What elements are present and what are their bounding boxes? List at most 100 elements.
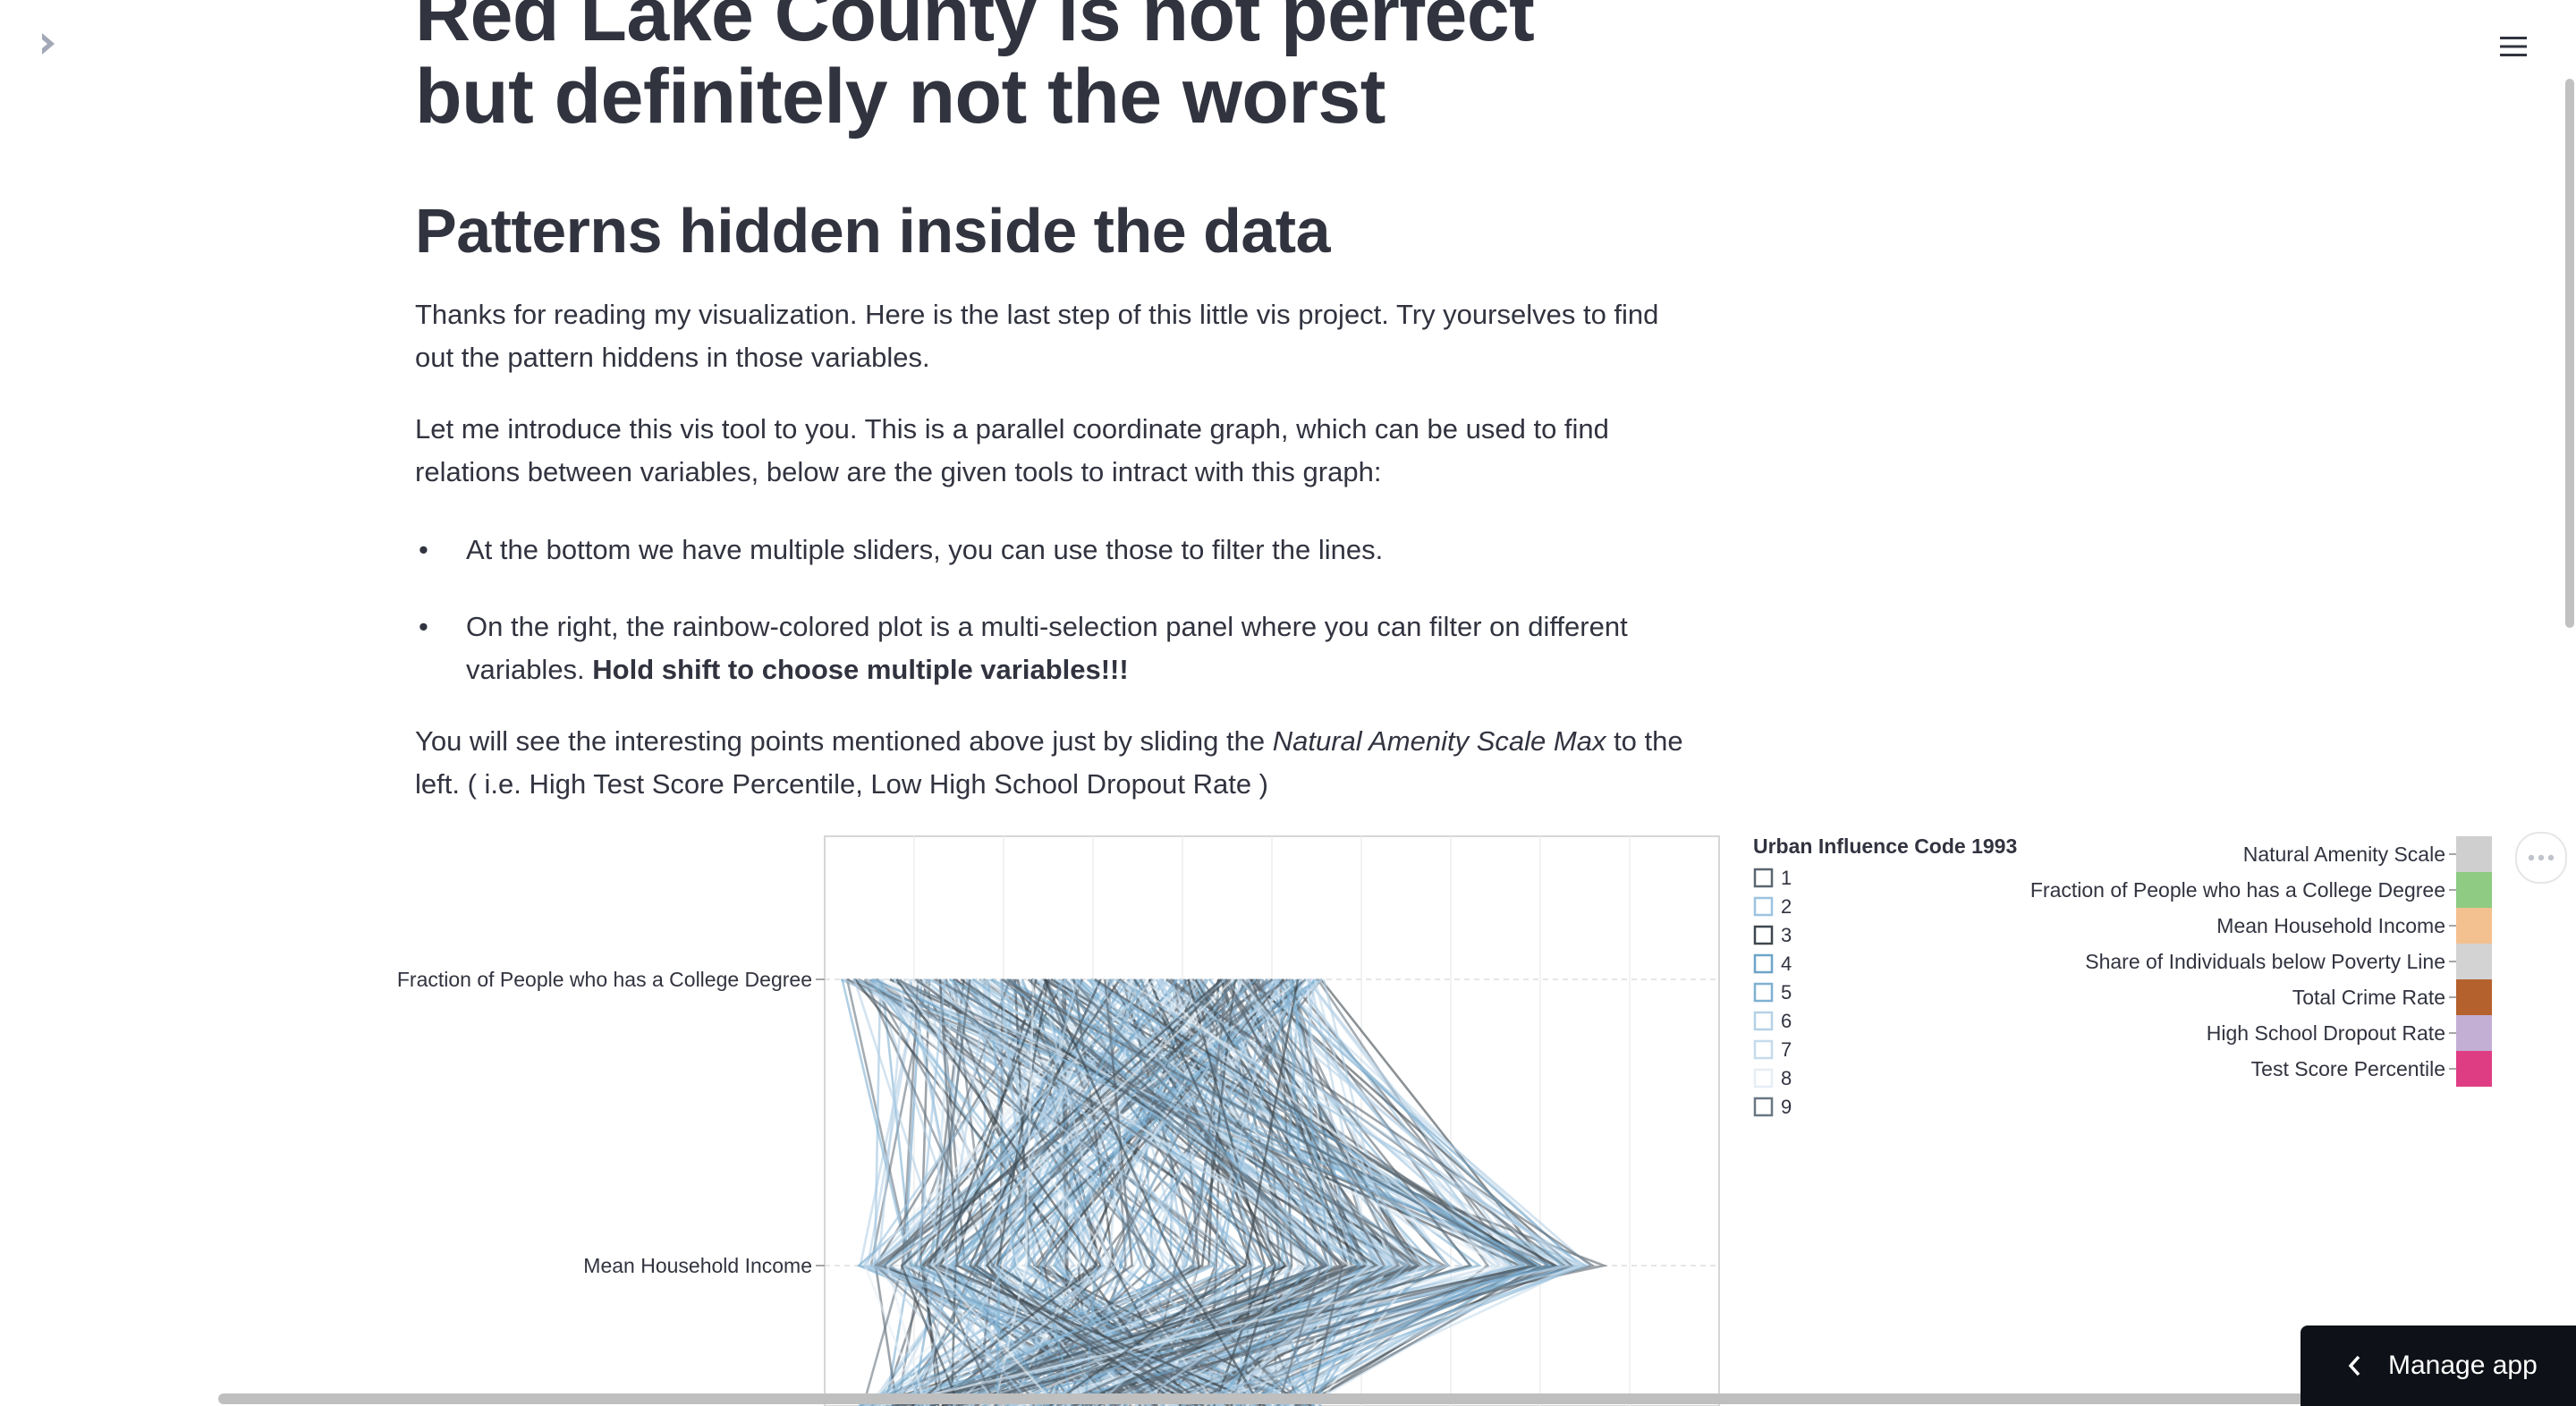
list-item-text: At the bottom we have multiple sliders, … — [466, 534, 1384, 565]
sidebar-expand-button[interactable] — [34, 29, 64, 59]
variable-option[interactable]: Test Score Percentile — [2251, 1051, 2492, 1087]
data-line — [861, 978, 1271, 1406]
horizontal-scrollbar[interactable] — [218, 1393, 2311, 1404]
color-legend-title: Urban Influence Code 1993 — [1753, 834, 2017, 858]
legend-label: 8 — [1781, 1067, 1792, 1089]
data-line — [931, 978, 1234, 1406]
legend-item[interactable]: 7 — [1753, 1038, 1792, 1061]
legend-checkbox[interactable] — [1753, 1068, 1774, 1088]
legend-item[interactable]: 3 — [1753, 924, 1792, 946]
more-actions-button[interactable] — [2515, 832, 2567, 884]
list-item-text: On the right, the rainbow-colored plot i… — [466, 606, 1674, 691]
list-item-text-plain: On the right, the rainbow-colored plot i… — [466, 611, 1628, 685]
tool-intro-paragraph: Let me introduce this vis tool to you. T… — [415, 413, 1609, 487]
data-line — [1158, 978, 1580, 1406]
variable-selector[interactable]: Natural Amenity Scale Fraction of People … — [2030, 836, 2492, 1087]
variable-swatch[interactable] — [2456, 979, 2492, 1015]
variable-label: Natural Amenity Scale — [2243, 843, 2445, 866]
legend-item[interactable]: 9 — [1753, 1096, 1792, 1118]
chevron-right-icon — [42, 33, 55, 55]
legend-item[interactable]: 2 — [1753, 895, 1792, 918]
legend-label: 4 — [1781, 953, 1792, 975]
legend-label: 7 — [1781, 1038, 1792, 1061]
variable-swatch[interactable] — [2456, 1051, 2492, 1087]
data-line — [968, 978, 1184, 1406]
data-line — [852, 978, 949, 1406]
bullet-dot: • — [419, 534, 428, 565]
legend-item[interactable]: 5 — [1753, 981, 1792, 1004]
data-line — [1090, 978, 1331, 1406]
vertical-scrollbar[interactable] — [2565, 79, 2574, 628]
legend-item[interactable]: 6 — [1753, 1010, 1792, 1032]
legend-checkbox[interactable] — [1753, 982, 1774, 1003]
variable-swatch[interactable] — [2456, 944, 2492, 979]
list-item-text-bold: Hold shift to choose multiple variables!… — [592, 654, 1129, 685]
variable-option[interactable]: Natural Amenity Scale — [2243, 836, 2492, 872]
bullet-dot: • — [419, 611, 428, 642]
data-line — [866, 978, 1289, 1406]
data-line — [960, 978, 1379, 1406]
closing-text: You will see the interesting points ment… — [415, 725, 1273, 757]
variable-swatch[interactable] — [2456, 872, 2492, 908]
data-line — [1071, 978, 1323, 1406]
data-line — [1115, 978, 1589, 1406]
variable-option[interactable]: Mean Household Income — [2216, 908, 2492, 944]
legend-label: 9 — [1781, 1096, 1792, 1118]
data-line — [857, 978, 1251, 1406]
legend-checkbox[interactable] — [1753, 925, 1774, 945]
data-line — [947, 978, 1257, 1406]
variable-swatch[interactable] — [2456, 1015, 2492, 1051]
legend-item[interactable]: 1 — [1753, 867, 1792, 889]
variable-option[interactable]: Fraction of People who has a College Deg… — [2030, 872, 2492, 908]
variable-option[interactable]: High School Dropout Rate — [2207, 1015, 2492, 1051]
legend-item[interactable]: 8 — [1753, 1067, 1792, 1089]
legend-label: 1 — [1781, 867, 1792, 889]
main-menu-button[interactable] — [2494, 27, 2533, 66]
data-line — [974, 978, 1229, 1406]
data-line — [927, 978, 1079, 1406]
variable-label: Total Crime Rate — [2292, 986, 2445, 1009]
color-legend[interactable]: Urban Influence Code 1993 1 2 3 4 5 6 7 8 9 — [1753, 834, 2017, 1118]
data-line — [1148, 978, 1276, 1406]
legend-label: 3 — [1781, 924, 1792, 946]
variable-option[interactable]: Total Crime Rate — [2292, 979, 2492, 1015]
legend-checkbox[interactable] — [1753, 1097, 1774, 1117]
axis-label: Mean Household Income — [583, 1254, 812, 1277]
manage-app-label: Manage app — [2388, 1351, 2538, 1380]
data-line — [996, 978, 1147, 1406]
legend-item[interactable]: 4 — [1753, 953, 1792, 975]
legend-checkbox[interactable] — [1753, 868, 1774, 888]
data-line — [895, 978, 1099, 1406]
data-line — [980, 978, 1543, 1406]
data-line — [864, 978, 1370, 1406]
legend-checkbox[interactable] — [1753, 1039, 1774, 1060]
data-line — [886, 978, 1303, 1406]
variable-label: Fraction of People who has a College Deg… — [2030, 878, 2445, 902]
data-line — [938, 978, 1206, 1406]
variable-label: High School Dropout Rate — [2207, 1021, 2445, 1045]
closing-text-end: to the left. ( i.e. High Test Score Perc… — [415, 725, 1683, 800]
data-lines[interactable] — [840, 978, 1608, 1406]
data-line — [1049, 978, 1300, 1406]
data-line — [1006, 978, 1348, 1406]
data-line — [1122, 978, 1585, 1406]
closing-paragraph: You will see the interesting points ment… — [415, 720, 1685, 806]
manage-app-button[interactable]: Manage app — [2301, 1326, 2576, 1406]
variable-swatch[interactable] — [2456, 836, 2492, 872]
variable-swatch[interactable] — [2456, 908, 2492, 944]
legend-checkbox[interactable] — [1753, 1011, 1774, 1031]
legend-checkbox[interactable] — [1753, 896, 1774, 917]
data-line — [864, 978, 1279, 1406]
data-line — [841, 978, 911, 1406]
data-line — [1042, 978, 1261, 1406]
legend-checkbox[interactable] — [1753, 953, 1774, 974]
data-line — [916, 978, 1033, 1406]
intro-paragraph: Thanks for reading my visualization. Her… — [415, 299, 1659, 373]
page-title: Red Lake County is not perfect but defin… — [415, 0, 1535, 140]
data-line — [973, 978, 1223, 1406]
data-line — [929, 978, 1409, 1406]
data-line — [869, 978, 1291, 1406]
variable-option[interactable]: Share of Individuals below Poverty Line — [2085, 944, 2492, 979]
section-heading: Patterns hidden inside the data — [415, 196, 1331, 266]
